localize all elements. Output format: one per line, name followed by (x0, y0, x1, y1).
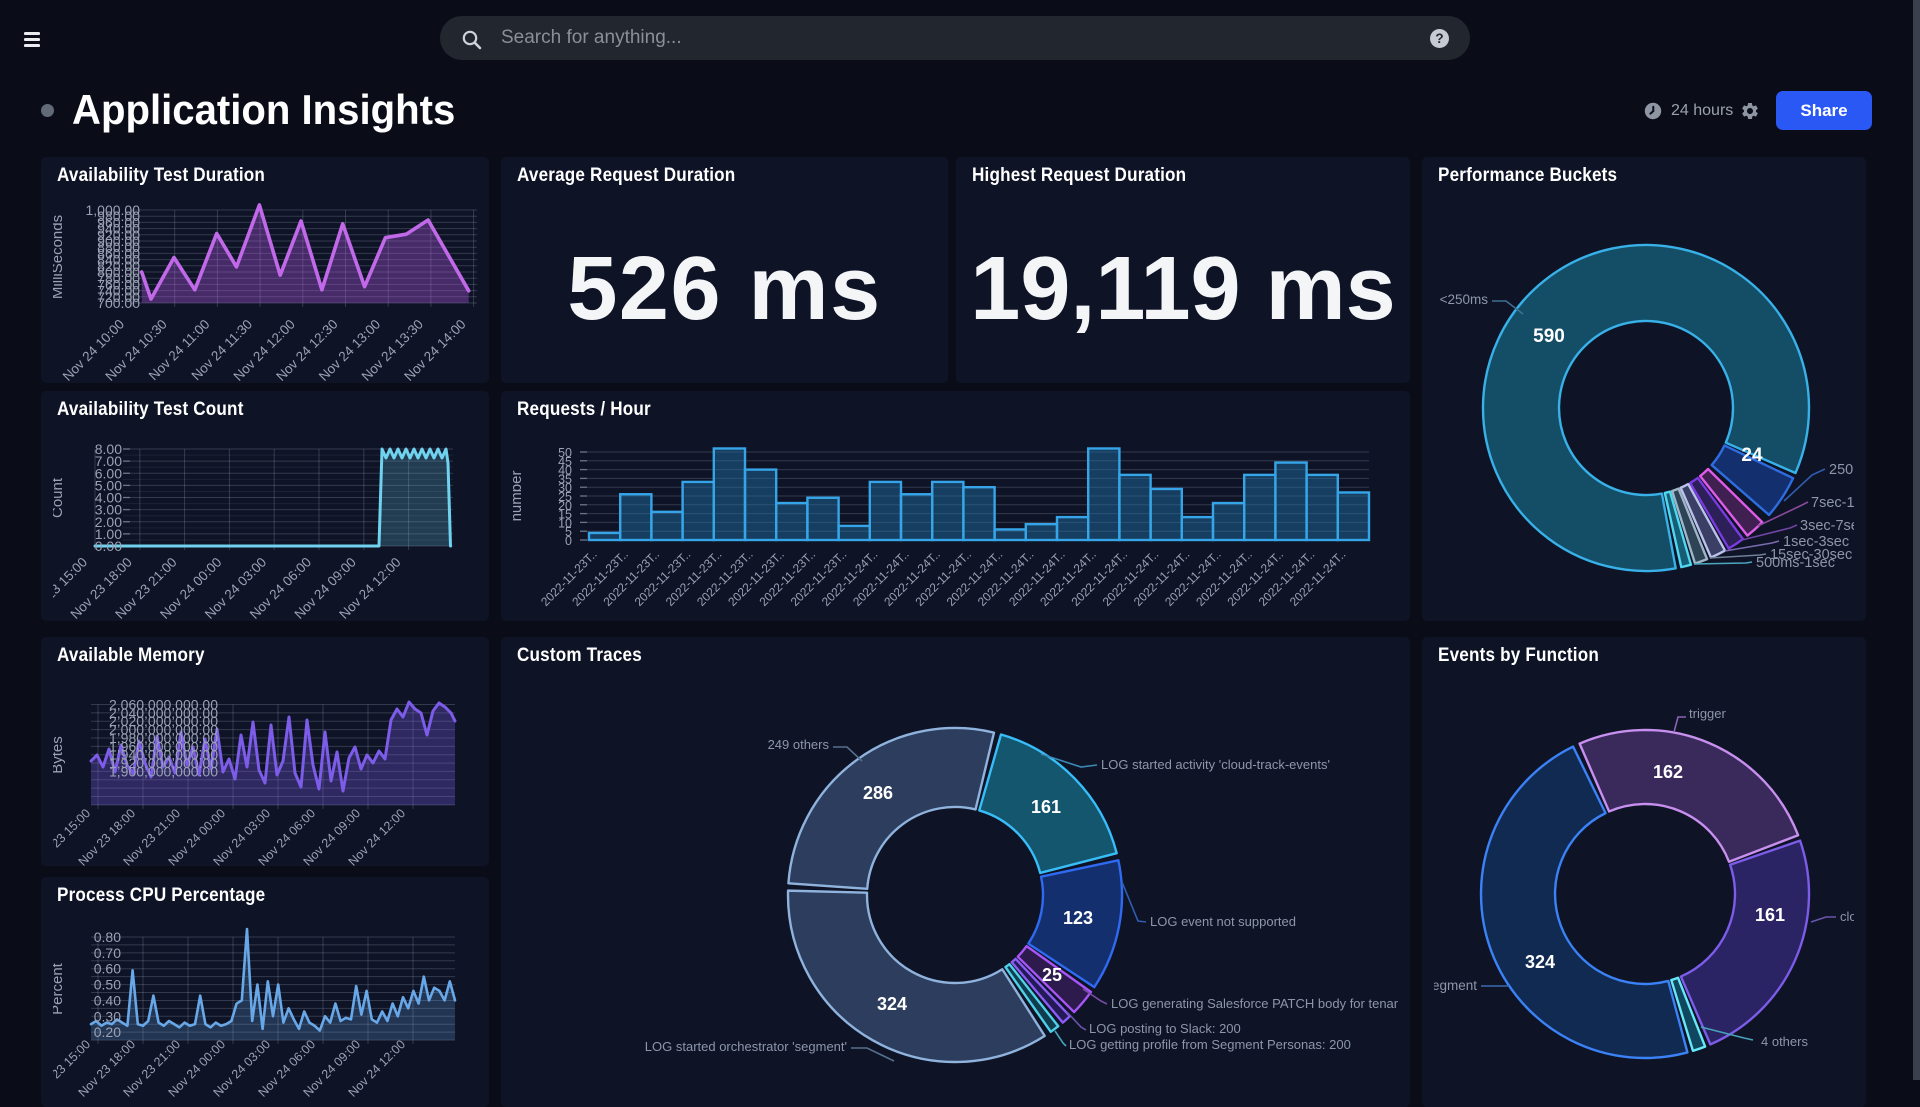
svg-text:0.20: 0.20 (94, 1024, 121, 1040)
svg-text:15sec-30sec: 15sec-30sec (1770, 547, 1852, 563)
svg-text:4 others: 4 others (1761, 1034, 1808, 1049)
svg-text:161: 161 (1031, 797, 1061, 817)
svg-text:LOG getting profile from Segme: LOG getting profile from Segment Persona… (1069, 1037, 1351, 1052)
svg-text:590: 590 (1533, 326, 1565, 347)
svg-text:0.70: 0.70 (94, 945, 121, 961)
svg-text:0.30: 0.30 (94, 1008, 121, 1024)
svg-text:0.40: 0.40 (94, 992, 121, 1008)
svg-text:324: 324 (1525, 952, 1555, 972)
svg-text:1,900,000,000.00: 1,900,000,000.00 (109, 763, 218, 779)
svg-text:LOG generating Salesforce PATC: LOG generating Salesforce PATCH body for… (1111, 996, 1410, 1011)
svg-text:1,980,000,000.00: 1,980,000,000.00 (109, 730, 218, 746)
svg-text:286: 286 (863, 783, 893, 803)
svg-text:25: 25 (1042, 965, 1062, 985)
svg-text:0.00: 0.00 (95, 538, 122, 554)
svg-text:161: 161 (1755, 905, 1785, 925)
svg-text:860.00: 860.00 (97, 245, 140, 261)
svg-text:35: 35 (558, 472, 572, 486)
svg-text:250ms-500ms: 250ms-500ms (1829, 462, 1866, 478)
svg-text:6.00: 6.00 (95, 465, 122, 481)
svg-text:820.00: 820.00 (97, 258, 140, 274)
svg-text:800.00: 800.00 (97, 264, 140, 280)
svg-text:0: 0 (565, 534, 572, 548)
svg-text:10: 10 (558, 516, 572, 530)
svg-text:number: number (508, 471, 525, 522)
svg-text:324: 324 (877, 994, 907, 1014)
svg-text:45: 45 (558, 455, 572, 469)
svg-text:LOG event not supported: LOG event not supported (1150, 914, 1296, 929)
svg-text:1,000.00: 1,000.00 (86, 202, 141, 218)
svg-text:1,960,000,000.00: 1,960,000,000.00 (109, 738, 218, 754)
svg-text:LOG posting to Slack: 200: LOG posting to Slack: 200 (1089, 1021, 1241, 1036)
svg-text:900.00: 900.00 (97, 233, 140, 249)
svg-text:2,040,000,000.00: 2,040,000,000.00 (109, 705, 218, 721)
svg-text:4.00: 4.00 (95, 490, 122, 506)
svg-text:30: 30 (558, 481, 572, 495)
svg-text:segment: segment (1425, 978, 1477, 993)
svg-text:162: 162 (1653, 762, 1683, 782)
svg-text:780.00: 780.00 (97, 270, 140, 286)
svg-text:cloud-track-events: cloud-track-events (1840, 909, 1866, 924)
svg-text:3.00: 3.00 (95, 502, 122, 518)
svg-text:Percent: Percent (49, 962, 66, 1015)
svg-text:920.00: 920.00 (97, 227, 140, 243)
svg-text:1.00: 1.00 (95, 526, 122, 542)
svg-text:700.00: 700.00 (97, 295, 140, 311)
svg-text:740.00: 740.00 (97, 283, 140, 299)
svg-text:840.00: 840.00 (97, 252, 140, 268)
svg-text:Count: Count (49, 477, 66, 518)
svg-text:trigger: trigger (1689, 706, 1727, 721)
svg-text:5: 5 (565, 525, 572, 539)
svg-text:500ms-1sec: 500ms-1sec (1756, 555, 1835, 571)
svg-text:Bytes: Bytes (49, 736, 66, 774)
svg-text:2,000,000,000.00: 2,000,000,000.00 (109, 722, 218, 738)
svg-text:249 others: 249 others (768, 737, 830, 752)
svg-text:3sec-7sec: 3sec-7sec (1800, 518, 1866, 534)
svg-text:2,060,000,000.00: 2,060,000,000.00 (109, 697, 218, 713)
svg-text:8.00: 8.00 (95, 441, 122, 457)
svg-text:760.00: 760.00 (97, 276, 140, 292)
svg-text:123: 123 (1063, 908, 1093, 928)
svg-text:1,920,000,000.00: 1,920,000,000.00 (109, 755, 218, 771)
svg-text:25: 25 (558, 490, 572, 504)
svg-text:50: 50 (558, 446, 572, 460)
svg-text:40: 40 (558, 464, 572, 478)
svg-text:1sec-3sec: 1sec-3sec (1783, 534, 1849, 550)
svg-text:7sec-15sec: 7sec-15sec (1811, 495, 1866, 511)
svg-text:0.60: 0.60 (94, 961, 121, 977)
svg-text:LOG started orchestrator 'segm: LOG started orchestrator 'segment' (645, 1039, 847, 1054)
svg-text:720.00: 720.00 (97, 289, 140, 305)
svg-text:LOG started activity 'cloud-tr: LOG started activity 'cloud-track-events… (1101, 757, 1330, 772)
svg-text:980.00: 980.00 (97, 208, 140, 224)
svg-text:0.80: 0.80 (94, 929, 121, 945)
svg-text:MilliSeconds: MilliSeconds (49, 215, 66, 299)
svg-text:880.00: 880.00 (97, 239, 140, 255)
svg-text:960.00: 960.00 (97, 214, 140, 230)
svg-text:7.00: 7.00 (95, 453, 122, 469)
svg-text:5.00: 5.00 (95, 477, 122, 493)
svg-text:15: 15 (558, 508, 572, 522)
svg-text:<250ms: <250ms (1440, 292, 1489, 307)
svg-text:2.00: 2.00 (95, 514, 122, 530)
svg-text:1,940,000,000.00: 1,940,000,000.00 (109, 747, 218, 763)
svg-text:940.00: 940.00 (97, 221, 140, 237)
svg-text:20: 20 (558, 499, 572, 513)
svg-text:0.50: 0.50 (94, 977, 121, 993)
svg-text:24: 24 (1741, 445, 1763, 466)
svg-text:2,020,000,000.00: 2,020,000,000.00 (109, 713, 218, 729)
